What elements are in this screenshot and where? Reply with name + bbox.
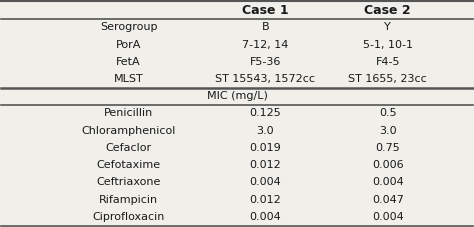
- Text: 7-12, 14: 7-12, 14: [242, 39, 289, 49]
- Text: Cefotaxime: Cefotaxime: [97, 160, 161, 170]
- Text: F4-5: F4-5: [375, 57, 400, 67]
- Text: Ceftriaxone: Ceftriaxone: [96, 178, 161, 188]
- Text: Serogroup: Serogroup: [100, 22, 157, 32]
- Text: Case 1: Case 1: [242, 3, 289, 17]
- Text: Y: Y: [384, 22, 391, 32]
- Text: 0.004: 0.004: [249, 212, 281, 222]
- Text: 0.004: 0.004: [249, 178, 281, 188]
- Text: 0.047: 0.047: [372, 195, 404, 205]
- Text: 0.75: 0.75: [375, 143, 400, 153]
- Text: 3.0: 3.0: [379, 126, 397, 136]
- Text: ST 1655, 23cc: ST 1655, 23cc: [348, 74, 427, 84]
- Text: Rifampicin: Rifampicin: [99, 195, 158, 205]
- Text: PorA: PorA: [116, 39, 141, 49]
- Text: 5-1, 10-1: 5-1, 10-1: [363, 39, 413, 49]
- Text: 0.004: 0.004: [372, 212, 404, 222]
- Text: 0.012: 0.012: [249, 195, 281, 205]
- Text: FetA: FetA: [116, 57, 141, 67]
- Text: Chloramphenicol: Chloramphenicol: [82, 126, 176, 136]
- Text: MLST: MLST: [114, 74, 144, 84]
- Text: ST 15543, 1572cc: ST 15543, 1572cc: [215, 74, 315, 84]
- Text: F5-36: F5-36: [250, 57, 281, 67]
- Text: Case 2: Case 2: [365, 3, 411, 17]
- Text: 0.125: 0.125: [249, 109, 281, 118]
- Text: 0.004: 0.004: [372, 178, 404, 188]
- Text: Penicillin: Penicillin: [104, 109, 153, 118]
- Text: 0.006: 0.006: [372, 160, 403, 170]
- Text: Ciprofloxacin: Ciprofloxacin: [92, 212, 165, 222]
- Text: 0.5: 0.5: [379, 109, 397, 118]
- Text: MIC (mg/L): MIC (mg/L): [207, 91, 267, 101]
- Text: 3.0: 3.0: [256, 126, 274, 136]
- Text: Cefaclor: Cefaclor: [106, 143, 152, 153]
- Text: B: B: [262, 22, 269, 32]
- Text: 0.019: 0.019: [249, 143, 281, 153]
- Text: 0.012: 0.012: [249, 160, 281, 170]
